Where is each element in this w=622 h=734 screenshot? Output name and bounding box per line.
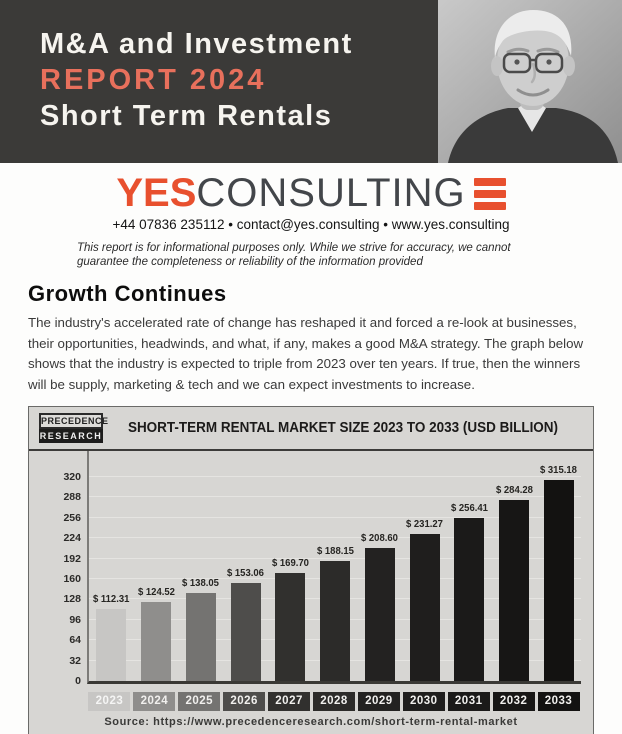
- year-label-2025: 2025: [178, 692, 221, 711]
- bar-column-2029: $ 208.60: [357, 533, 402, 681]
- gridline: [89, 476, 581, 477]
- year-label-2033: 2033: [537, 692, 580, 711]
- bars-row: $ 112.31 $ 124.52 $ 138.05 $ 153.06 $ 169.70…: [89, 451, 581, 681]
- y-tick-label: 160: [63, 573, 81, 585]
- gridline: [89, 557, 581, 559]
- chart-title: SHORT-TERM RENTAL MARKET SIZE 2023 TO 20…: [127, 420, 559, 436]
- bar-2024: [141, 601, 172, 681]
- bar-column-2032: $ 284.28: [492, 485, 537, 681]
- growth-section: Growth Continues The industry's accelera…: [0, 281, 622, 395]
- bar-column-2024: $ 124.52: [134, 587, 179, 681]
- brand-block: YESCONSULTING +44 07836 235112 • contact…: [0, 163, 622, 269]
- y-tick-label: 224: [63, 532, 81, 545]
- bar-2026: [230, 583, 261, 681]
- contact-line: +44 07836 235112 • contact@yes.consultin…: [112, 217, 510, 232]
- disclaimer-text: This report is for informational purpose…: [77, 242, 511, 268]
- section-paragraph: The industry's accelerated rate of chang…: [28, 315, 584, 392]
- bar-2029: [364, 548, 395, 681]
- portrait-illustration: [438, 0, 622, 163]
- logo-yes-text: YES: [116, 171, 197, 215]
- year-label-2027: 2027: [268, 692, 311, 711]
- year-label-2030: 2030: [402, 692, 445, 711]
- gridline: [89, 496, 581, 498]
- bar-column-2025: $ 138.05: [178, 578, 223, 681]
- bar-column-2033: $ 315.18: [536, 465, 581, 681]
- bar-value-label: $ 153.06: [227, 568, 265, 580]
- bar-value-label: $ 208.60: [361, 533, 399, 545]
- year-label-2032: 2032: [492, 692, 535, 711]
- precedence-research-logo: PRECEDENCE RESEARCH: [39, 413, 108, 443]
- bar-value-label: $ 315.18: [540, 465, 578, 477]
- chart-source: Source: https://www.precedenceresearch.c…: [104, 716, 518, 728]
- bar-2025: [185, 593, 216, 681]
- hero-title-line3: Short Term Rentals: [40, 100, 333, 132]
- bar-column-2030: $ 231.27: [402, 519, 447, 681]
- bar-column-2031: $ 256.41: [447, 503, 492, 681]
- logo-text: YESCONSULTING: [116, 171, 465, 216]
- year-label-2026: 2026: [223, 692, 266, 711]
- y-tick-label: 64: [69, 634, 81, 647]
- year-label-2024: 2024: [133, 692, 176, 711]
- bar-value-label: $ 138.05: [182, 578, 220, 589]
- year-label-2029: 2029: [357, 692, 400, 711]
- bar-2033: [543, 480, 574, 681]
- bar-column-2027: $ 169.70: [268, 558, 313, 681]
- bar-2023: [96, 609, 127, 681]
- logo-consulting-text: CONSULTING: [196, 171, 466, 215]
- logo-bars-icon: [473, 177, 506, 210]
- y-tick-label: 256: [63, 511, 81, 524]
- consultant-portrait-photo: [438, 0, 622, 163]
- year-label-2023: 2023: [88, 692, 131, 711]
- y-tick-label: 96: [69, 613, 81, 626]
- bar-column-2026: $ 153.06: [223, 568, 268, 681]
- bar-column-2028: $ 188.15: [313, 546, 358, 681]
- y-tick-label: 288: [63, 491, 81, 504]
- hero-header: M&A and Investment REPORT 2024 Short Ter…: [0, 0, 622, 163]
- bar-2030: [409, 533, 440, 681]
- year-label-2028: 2028: [312, 692, 355, 711]
- hero-title-block: M&A and Investment REPORT 2024 Short Ter…: [0, 0, 438, 163]
- bar-2027: [275, 572, 306, 681]
- bar-2028: [320, 561, 351, 681]
- bar-value-label: $ 124.52: [137, 586, 175, 598]
- gridline: [89, 516, 581, 518]
- bar-value-label: $ 112.31: [93, 594, 130, 606]
- hero-title-line1: M&A and Investment: [40, 28, 353, 60]
- bar-2032: [498, 499, 529, 681]
- y-tick-label: 32: [69, 654, 81, 667]
- year-axis: 2023 2024 2025 2026 2027 2028 2029 2030 2031 2032…: [87, 692, 581, 711]
- bar-2031: [454, 517, 485, 681]
- section-heading: Growth Continues: [28, 281, 227, 306]
- y-tick-label: 128: [63, 593, 81, 606]
- bar-column-2023: $ 112.31: [89, 594, 134, 681]
- bar-value-label: $ 256.41: [450, 502, 488, 514]
- bar-value-label: $ 188.15: [316, 546, 354, 558]
- market-size-chart: PRECEDENCE RESEARCH SHORT-TERM RENTAL MA…: [28, 406, 594, 734]
- plot-area: $ 112.31 $ 124.52 $ 138.05 $ 153.06 $ 169.70…: [63, 451, 581, 687]
- year-label-2031: 2031: [447, 692, 490, 711]
- y-tick-label: 192: [63, 552, 81, 565]
- bar-value-label: $ 231.27: [406, 518, 443, 530]
- hero-title-line2: REPORT 2024: [40, 64, 267, 96]
- logo-research-text: RESEARCH: [39, 429, 103, 443]
- gridline: [89, 537, 581, 539]
- y-tick-label: 320: [63, 471, 81, 483]
- yes-consulting-logo: YESCONSULTING: [116, 171, 506, 216]
- logo-precedence-text: PRECEDENCE: [39, 413, 108, 429]
- y-tick-label: 0: [75, 675, 81, 687]
- bar-value-label: $ 284.28: [495, 484, 533, 496]
- bar-value-label: $ 169.70: [271, 557, 309, 569]
- chart-header: PRECEDENCE RESEARCH SHORT-TERM RENTAL MA…: [29, 407, 593, 451]
